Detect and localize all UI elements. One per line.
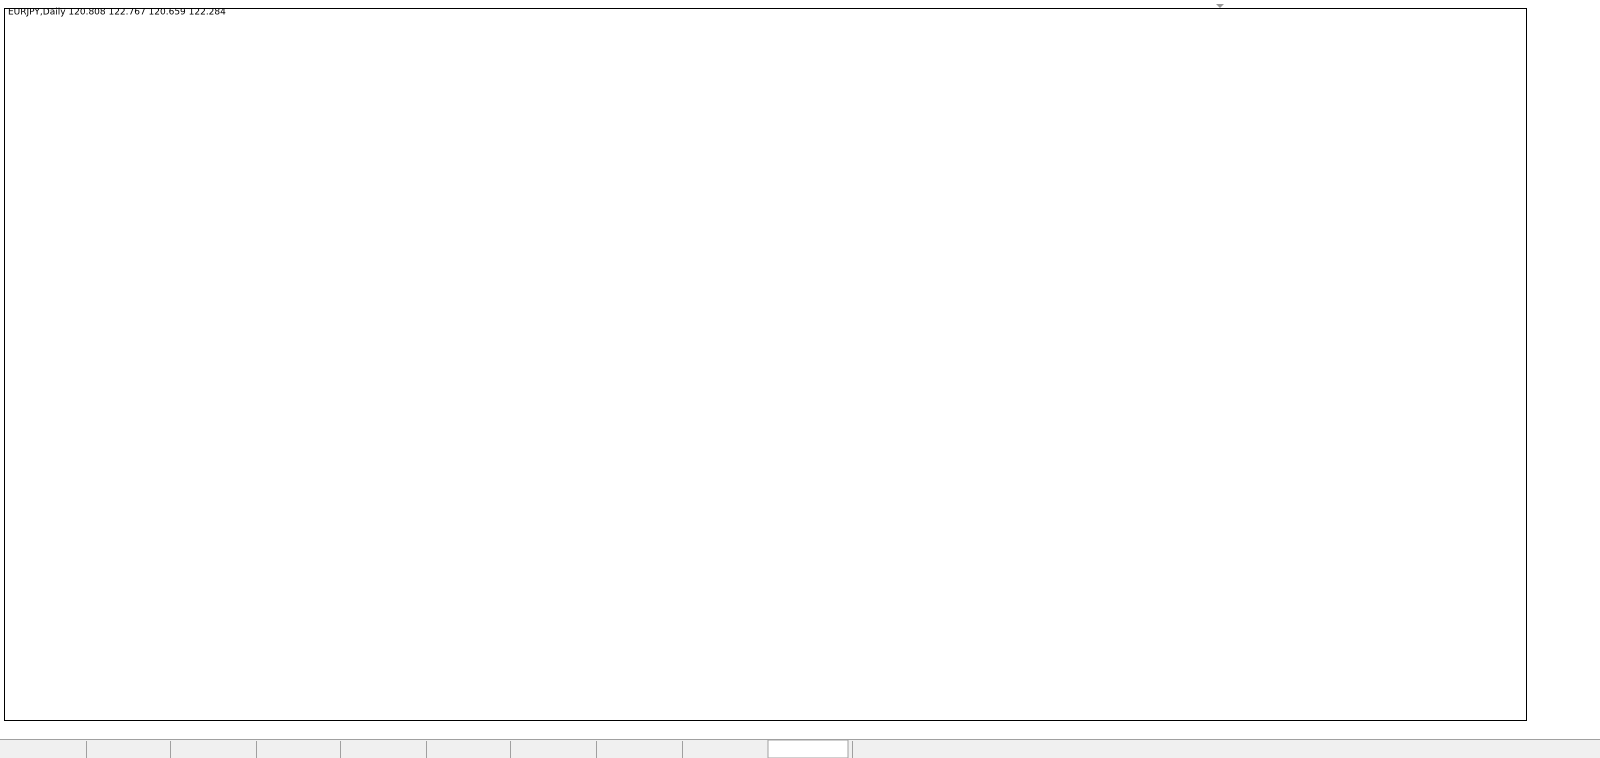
plot-frame xyxy=(4,8,1527,721)
shift-marker xyxy=(1216,4,1224,8)
axes xyxy=(4,4,1527,721)
labels: EURJPY,Daily 120.808 122.767 120.659 122… xyxy=(8,8,226,18)
active-tab[interactable] xyxy=(767,739,849,758)
chart-title: EURJPY,Daily 120.808 122.767 120.659 122… xyxy=(8,8,226,18)
tab-strip xyxy=(0,739,1600,758)
